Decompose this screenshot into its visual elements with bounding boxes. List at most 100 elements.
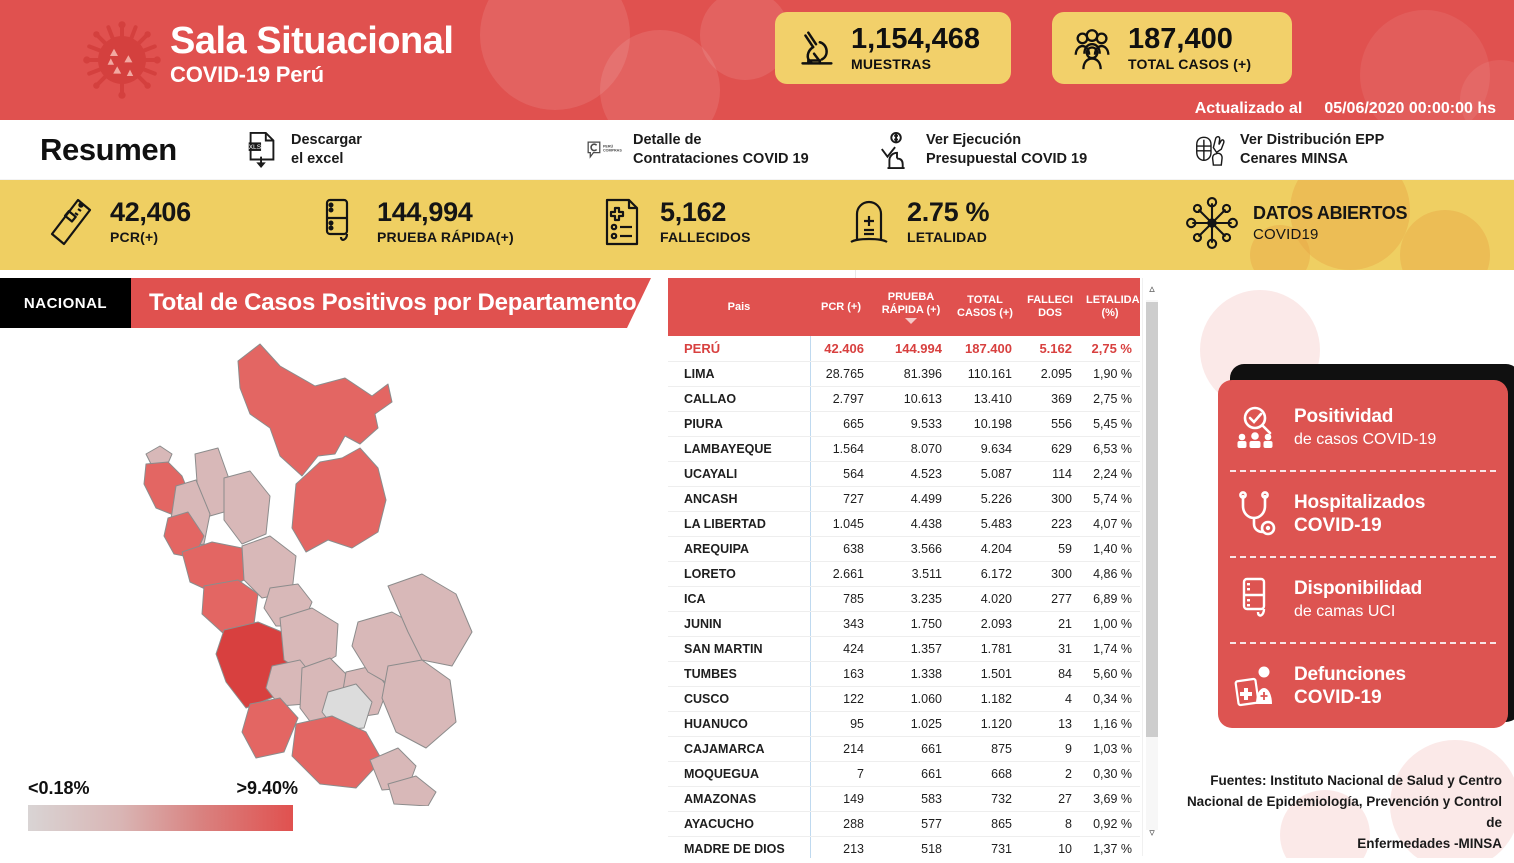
cell-pais: TUMBES — [668, 661, 811, 687]
datos-abiertos-subtitle: COVID19 — [1253, 226, 1319, 243]
medical-report-icon — [605, 198, 639, 246]
table-row[interactable]: LAMBAYEQUE 1.564 8.070 9.634 629 6,53 % — [668, 436, 1140, 462]
scrollbar-thumb[interactable] — [1146, 302, 1158, 737]
cell-pcr: 7 — [810, 761, 872, 787]
table-row[interactable]: HUANUCO 95 1.025 1.120 13 1,16 % — [668, 711, 1140, 737]
card-disponibilidad-uci[interactable]: Disponibilidad de camas UCI — [1218, 556, 1508, 642]
nav-item-distribucion-epp[interactable]: Ver Distribución EPP Cenares MINSA — [1192, 130, 1384, 170]
sources-line2: Nacional de Epidemiología, Prevención y … — [1186, 794, 1502, 830]
nav-item-contrataciones[interactable]: PERÚ COMPRAS Detalle de Contrataciones C… — [585, 130, 809, 170]
blood-sample-icon — [325, 198, 349, 241]
col-header-total-casos[interactable]: TOTAL CASOS (+) — [950, 278, 1020, 336]
nav-item-descargar-excel[interactable]: XLS Descargar el excel — [243, 130, 362, 170]
cell-letalidad: 0,34 % — [1080, 686, 1140, 712]
summary-stats-band: 42,406 PCR(+) 144,994 PRUEBA RÁPIDA(+) — [0, 180, 1514, 270]
scroll-up-icon[interactable]: ▵ — [1149, 283, 1155, 295]
table-row[interactable]: LIMA 28.765 81.396 110.161 2.095 1,90 % — [668, 361, 1140, 387]
cell-pcr: 95 — [810, 711, 872, 737]
sources-line1: Fuentes: Instituto Nacional de Salud y C… — [1210, 773, 1502, 788]
nav-item-line2: Presupuestal COVID 19 — [926, 151, 1088, 167]
cell-fallecidos: 31 — [1020, 636, 1080, 662]
cell-fallecidos: 556 — [1020, 411, 1080, 437]
decorative-blob — [1400, 210, 1490, 270]
stat-fallecidos[interactable]: 5,162 FALLECIDOS — [598, 196, 751, 248]
positivity-magnifier-icon — [1237, 406, 1273, 448]
card-positividad[interactable]: Positividad de casos COVID-19 — [1218, 384, 1508, 470]
stat-letalidad[interactable]: 2.75 % LETALIDAD — [845, 196, 990, 248]
stat-pcr[interactable]: 42,406 PCR(+) — [48, 196, 191, 248]
cell-pais: HUANUCO — [668, 711, 811, 737]
card-defunciones[interactable]: Defunciones COVID-19 — [1218, 642, 1508, 728]
cell-pais: PERÚ — [668, 336, 811, 362]
cell-fallecidos: 114 — [1020, 461, 1080, 487]
cell-pcr: 149 — [810, 786, 872, 812]
cell-fallecidos: 629 — [1020, 436, 1080, 462]
muestras-label: MUESTRAS — [851, 55, 932, 72]
region-ica — [241, 697, 299, 759]
table-row[interactable]: LA LIBERTAD 1.045 4.438 5.483 223 4,07 % — [668, 511, 1140, 537]
stat-pill-muestras[interactable]: 1,154,468 MUESTRAS — [775, 12, 1011, 84]
legend-min-label: <0.18% — [28, 778, 90, 798]
table-row[interactable]: LORETO 2.661 3.511 6.172 300 4,86 % — [668, 561, 1140, 587]
cell-fallecidos: 223 — [1020, 511, 1080, 537]
data-sources-note: Fuentes: Instituto Nacional de Salud y C… — [1170, 770, 1514, 854]
table-row[interactable]: AMAZONAS 149 583 732 27 3,69 % — [668, 786, 1140, 812]
nav-item-line1: Detalle de — [633, 132, 702, 148]
stat-fallecidos-label: FALLECIDOS — [660, 229, 751, 245]
cell-prueba_rapida: 1.025 — [872, 711, 950, 737]
table-row[interactable]: CALLAO 2.797 10.613 13.410 369 2,75 % — [668, 386, 1140, 412]
cell-letalidad: 2,75 % — [1080, 386, 1140, 412]
cell-total_casos: 2.093 — [950, 611, 1020, 637]
svg-text:PERÚ: PERÚ — [603, 143, 614, 148]
table-row[interactable]: ANCASH 727 4.499 5.226 300 5,74 % — [668, 486, 1140, 512]
nav-item-ejecucion-presupuestal[interactable]: Ver Ejecución Presupuestal COVID 19 — [878, 130, 1087, 170]
table-row[interactable]: CUSCO 122 1.060 1.182 4 0,34 % — [668, 686, 1140, 712]
peru-choropleth-map[interactable] — [120, 336, 550, 807]
stat-datos-abiertos[interactable]: DATOS ABIERTOS COVID19 — [1185, 196, 1407, 250]
cell-total_casos: 1.501 — [950, 661, 1020, 687]
scope-badge-nacional[interactable]: NACIONAL — [0, 278, 131, 328]
page-subtitle: COVID-19 Perú — [170, 62, 324, 87]
table-row[interactable]: ICA 785 3.235 4.020 277 6,89 % — [668, 586, 1140, 612]
cell-prueba_rapida: 8.070 — [872, 436, 950, 462]
cell-pais: AREQUIPA — [668, 536, 811, 562]
table-row[interactable]: CAJAMARCA 214 661 875 9 1,03 % — [668, 736, 1140, 762]
table-row[interactable]: SAN MARTIN 424 1.357 1.781 31 1,74 % — [668, 636, 1140, 662]
cell-total_casos: 731 — [950, 836, 1020, 862]
table-row-total[interactable]: PERÚ 42.406 144.994 187.400 5.162 2,75 % — [668, 336, 1140, 362]
table-row[interactable]: PIURA 665 9.533 10.198 556 5,45 % — [668, 411, 1140, 437]
page-title: Sala Situacional — [170, 20, 454, 62]
table-row[interactable]: AREQUIPA 638 3.566 4.204 59 1,40 % — [668, 536, 1140, 562]
region-puno — [381, 659, 457, 749]
cell-pais: AYACUCHO — [668, 811, 811, 837]
decorative-virus-shape — [480, 0, 630, 110]
col-header-fallecidos[interactable]: FALLECI DOS — [1020, 278, 1080, 336]
table-row[interactable]: UCAYALI 564 4.523 5.087 114 2,24 % — [668, 461, 1140, 487]
col-header-prueba-rapida[interactable]: PRUEBA RÁPIDA (+) — [872, 278, 950, 336]
table-row[interactable]: MOQUEGUA 7 661 668 2 0,30 % — [668, 761, 1140, 787]
bottom-strip — [0, 858, 1514, 863]
col-header-letalidad[interactable]: LETALIDAD (%) — [1080, 278, 1148, 336]
table-row[interactable]: JUNIN 343 1.750 2.093 21 1,00 % — [668, 611, 1140, 637]
stat-pill-total-casos[interactable]: 187,400 TOTAL CASOS (+) — [1052, 12, 1292, 84]
cell-total_casos: 5.483 — [950, 511, 1020, 537]
last-updated: Actualizado al 05/06/2020 00:00:00 hs — [1195, 100, 1496, 118]
table-row[interactable]: TUMBES 163 1.338 1.501 84 5,60 % — [668, 661, 1140, 687]
cell-prueba_rapida: 1.060 — [872, 686, 950, 712]
card-hospitalizados[interactable]: Hospitalizados COVID-19 — [1218, 470, 1508, 556]
map-legend: <0.18% >9.40% — [28, 778, 298, 831]
icu-bed-fluid-icon — [1242, 577, 1266, 617]
people-group-icon — [1074, 29, 1110, 70]
cell-prueba_rapida: 3.566 — [872, 536, 950, 562]
table-row[interactable]: AYACUCHO 288 577 865 8 0,92 % — [668, 811, 1140, 837]
stat-prueba-rapida[interactable]: 144,994 PRUEBA RÁPIDA(+) — [315, 196, 514, 248]
cell-letalidad: 2,75 % — [1080, 336, 1140, 362]
cell-total_casos: 668 — [950, 761, 1020, 787]
table-scrollbar[interactable]: ▵ ▿ — [1142, 278, 1160, 856]
region-tacna — [387, 775, 437, 807]
sources-line3: Enfermedades -MINSA — [1357, 836, 1502, 851]
cell-fallecidos: 369 — [1020, 386, 1080, 412]
col-header-pcr[interactable]: PCR (+) — [810, 278, 872, 336]
col-header-pais[interactable]: Pais — [668, 278, 810, 336]
scroll-down-icon[interactable]: ▿ — [1149, 827, 1155, 839]
